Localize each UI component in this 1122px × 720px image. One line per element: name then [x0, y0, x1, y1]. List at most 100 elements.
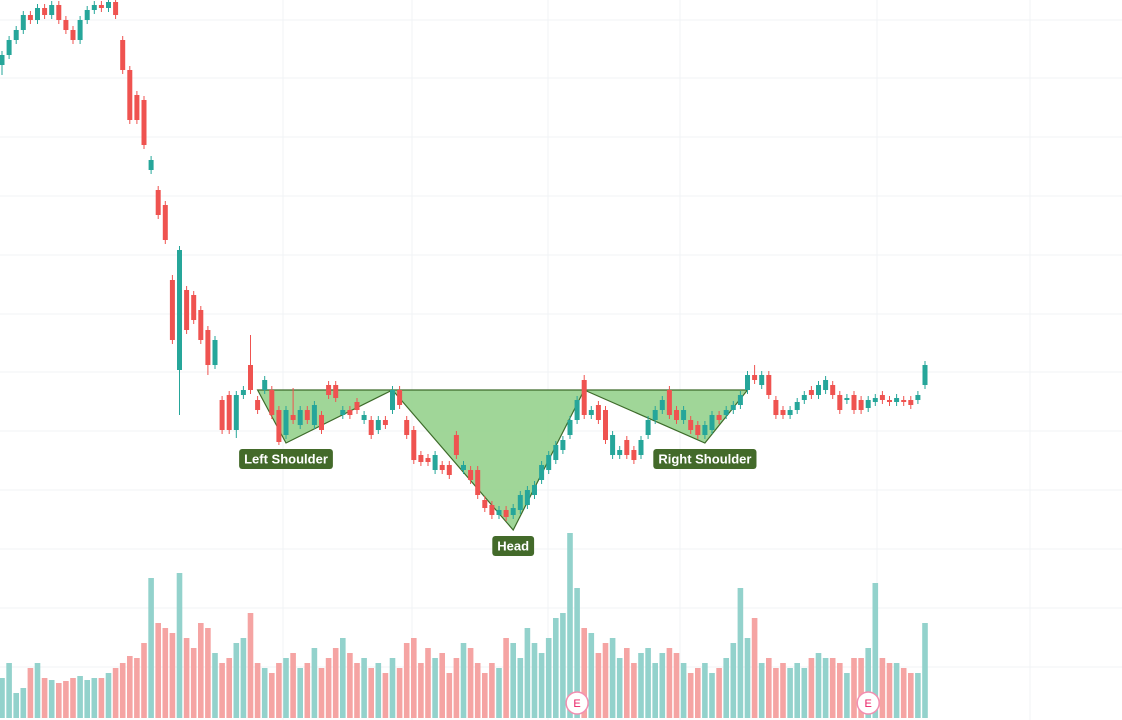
volume-bar — [162, 628, 169, 718]
candle-body — [70, 30, 76, 40]
volume-bar — [560, 613, 566, 718]
volume-bar — [112, 668, 119, 718]
volume-bar — [340, 638, 346, 718]
volume-bar — [247, 613, 254, 718]
event-label: E — [573, 698, 580, 710]
candle-body — [496, 510, 502, 515]
volume-bar — [155, 623, 161, 718]
volume-bar — [680, 663, 687, 718]
candle-body — [240, 390, 246, 395]
volume-bar — [233, 643, 240, 718]
volume-bar — [396, 668, 403, 718]
volume-bar — [382, 673, 389, 718]
candle-body — [311, 405, 317, 425]
volume-bar — [758, 663, 765, 718]
candle-body — [13, 30, 19, 40]
volume-bar — [34, 663, 41, 718]
candle-body — [347, 410, 353, 415]
candle-body — [177, 250, 182, 370]
candle-body — [169, 280, 175, 340]
candle-body — [695, 425, 701, 435]
candle-body — [801, 395, 807, 400]
volume-bar — [361, 658, 367, 718]
candle-body — [205, 330, 211, 365]
candle-body — [98, 5, 104, 8]
candle-body — [872, 398, 878, 402]
candle-body — [595, 405, 601, 420]
candle-body — [106, 2, 111, 8]
volume-bar — [844, 673, 850, 718]
candle-body — [645, 420, 651, 435]
candle-body — [134, 95, 140, 120]
candle-body — [20, 15, 26, 30]
candle-body — [326, 385, 332, 395]
volume-bar — [908, 673, 914, 718]
candle-body — [333, 385, 339, 398]
volume-bar — [794, 663, 800, 718]
volume-bar — [574, 588, 580, 718]
candle-body — [453, 435, 459, 455]
volume-bar — [446, 673, 453, 718]
volume-bar — [318, 668, 325, 718]
volume-bar — [517, 658, 524, 718]
volume-bar — [6, 663, 12, 718]
candle-body — [759, 375, 765, 385]
pattern-label: Head — [492, 536, 535, 556]
volume-bar — [354, 663, 360, 718]
volume-bar — [659, 653, 666, 718]
volume-bar — [716, 668, 722, 718]
candle-body — [262, 380, 268, 390]
volume-bar — [851, 658, 857, 718]
candle-body — [404, 420, 410, 435]
candle-body — [737, 395, 743, 405]
volume-bar — [176, 573, 183, 718]
volume-bar — [254, 663, 261, 718]
pattern-label-text: Left Shoulder — [244, 451, 328, 466]
volume-bar — [709, 673, 715, 718]
candle-body — [823, 380, 829, 390]
candle-body — [716, 415, 722, 420]
candle-body — [42, 8, 48, 15]
volume-bar — [439, 653, 445, 718]
candle-body — [617, 450, 623, 455]
volume-bar — [127, 656, 133, 718]
candle-body — [752, 375, 758, 380]
candle-body — [226, 395, 232, 430]
volume-bar — [773, 668, 779, 718]
volume-bar — [687, 673, 694, 718]
event-marker — [565, 691, 589, 715]
candle-body — [652, 410, 658, 420]
volume-bar — [879, 658, 886, 718]
candle-body — [574, 400, 580, 420]
candle-body — [851, 395, 857, 410]
volume-bar — [865, 648, 871, 718]
candle-body — [624, 440, 630, 455]
pattern-shape — [583, 389, 749, 444]
volume-bar — [98, 678, 105, 718]
volume-bar — [900, 668, 907, 718]
candle-body — [382, 420, 388, 425]
pattern-label: Right Shoulder — [653, 449, 757, 469]
candle-body — [603, 410, 608, 440]
candle-body — [702, 425, 708, 435]
pattern-label: Left Shoulder — [239, 449, 333, 469]
candle-body — [304, 410, 310, 420]
volume-bar — [183, 638, 190, 718]
candle-body — [248, 365, 253, 390]
volume-bar — [141, 643, 147, 718]
candle-body — [361, 415, 367, 420]
candle-body — [113, 2, 119, 15]
candle-body — [162, 205, 168, 240]
candle-body — [858, 400, 864, 410]
candle-body — [780, 410, 786, 415]
volume-bar — [922, 623, 928, 718]
candle-body — [681, 410, 687, 420]
candle-body — [674, 410, 679, 420]
volume-bar — [474, 663, 481, 718]
volume-bar — [815, 653, 822, 718]
volume-bar — [325, 658, 332, 718]
volume-bar — [588, 633, 595, 718]
candle-body — [524, 490, 530, 505]
candle-body — [418, 455, 424, 462]
